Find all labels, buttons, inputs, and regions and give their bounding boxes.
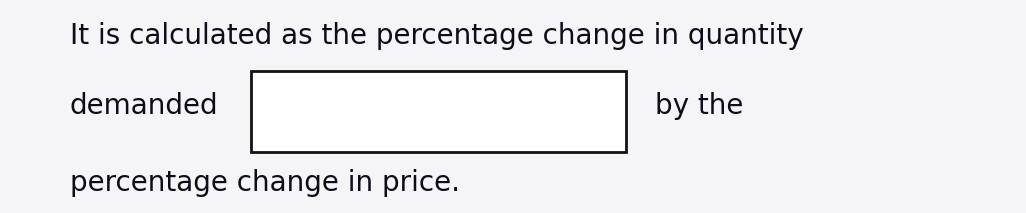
- Text: percentage change in price.: percentage change in price.: [70, 169, 460, 197]
- FancyBboxPatch shape: [251, 71, 626, 152]
- Text: by the: by the: [655, 92, 743, 121]
- Text: It is calculated as the percentage change in quantity: It is calculated as the percentage chang…: [70, 22, 803, 50]
- Text: demanded: demanded: [70, 92, 219, 121]
